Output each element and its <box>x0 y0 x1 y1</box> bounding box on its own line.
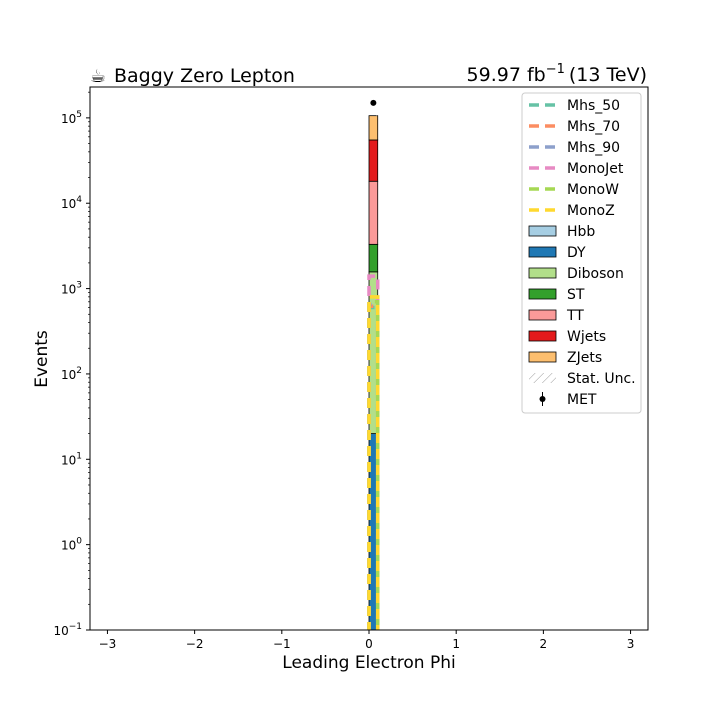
legend-label: MonoJet <box>567 161 624 177</box>
legend-label: TT <box>566 308 584 324</box>
x-tick-label: 3 <box>627 637 635 651</box>
legend-label: ZJets <box>567 350 602 366</box>
x-tick-label: −2 <box>186 637 204 651</box>
legend-item-stat-unc: Stat. Unc. <box>529 371 636 387</box>
bar-tt <box>368 180 379 245</box>
y-tick-label: 101 <box>61 451 82 467</box>
legend-swatch <box>529 373 556 383</box>
legend-swatch <box>539 396 546 402</box>
x-axis: −3 −2 −1 0 1 2 3 <box>99 630 635 651</box>
lumi-label: 59.97 fb−1 (13 TeV) <box>467 62 647 86</box>
legend-swatch <box>528 267 557 279</box>
x-tick-label: 2 <box>540 637 548 651</box>
legend-item-mhs-90: Mhs_90 <box>529 140 620 156</box>
legend-label: Mhs_70 <box>567 119 620 135</box>
legend-item-wjets: Wjets <box>528 329 606 345</box>
lumi-unit: fb <box>527 64 546 86</box>
bar-wjets <box>368 139 379 182</box>
y-axis: 10−1 100 101 102 103 104 105 <box>53 91 90 638</box>
legend-item-mhs-50: Mhs_50 <box>529 98 620 114</box>
y-axis-label: Events <box>32 330 52 388</box>
legend-item-met: MET <box>539 392 597 408</box>
x-tick-label: −3 <box>99 637 117 651</box>
legend-swatch <box>528 330 557 342</box>
signal-monoz <box>367 295 380 630</box>
x-tick-label: 1 <box>452 637 460 651</box>
legend-item-monow: MonoW <box>529 182 619 198</box>
legend: Mhs_50 Mhs_70 Mhs_90 MonoJet MonoW MonoZ Hbb DY… <box>521 92 642 414</box>
y-tick-label: 104 <box>61 195 82 211</box>
x-tick-label: −1 <box>273 637 291 651</box>
logo-icon: ☕ <box>90 66 106 87</box>
legend-swatch <box>528 246 557 258</box>
legend-label: ST <box>567 287 585 303</box>
legend-label: DY <box>567 245 586 261</box>
lumi-exponent: −1 <box>546 62 565 77</box>
legend-label: MET <box>567 392 597 408</box>
legend-label: Stat. Unc. <box>567 371 636 387</box>
stat-unc-band <box>369 115 378 117</box>
legend-label: MonoW <box>567 182 619 198</box>
legend-item-mhs-70: Mhs_70 <box>529 119 620 135</box>
legend-item-monojet: MonoJet <box>529 161 624 177</box>
energy-label: (13 TeV) <box>569 64 647 86</box>
legend-item-hbb: Hbb <box>528 224 595 240</box>
y-tick-label: 102 <box>61 366 82 382</box>
x-tick-label: 0 <box>365 637 373 651</box>
x-axis-label: Leading Electron Phi <box>282 653 455 673</box>
legend-item-dy: DY <box>528 245 586 261</box>
legend-item-tt: TT <box>528 308 584 324</box>
legend-item-st: ST <box>528 287 585 303</box>
data-point-met <box>370 99 377 106</box>
legend-label: Wjets <box>567 329 606 345</box>
legend-label: Mhs_90 <box>567 140 620 156</box>
y-tick-label: 103 <box>61 281 82 297</box>
legend-label: Mhs_50 <box>567 98 620 114</box>
signal-lines <box>367 274 380 630</box>
legend-item-zjets: ZJets <box>528 350 602 366</box>
legend-label: Diboson <box>567 266 624 282</box>
legend-swatch <box>528 351 557 363</box>
legend-item-monoz: MonoZ <box>529 203 615 219</box>
y-tick-label: 105 <box>61 110 82 126</box>
legend-swatch <box>528 288 557 300</box>
legend-swatch <box>528 309 557 321</box>
lumi-value: 59.97 <box>467 64 521 86</box>
bar-zjets <box>368 115 379 141</box>
bar-st <box>368 243 379 273</box>
legend-label: Hbb <box>567 224 595 240</box>
chart-title: Baggy Zero Lepton <box>114 65 295 87</box>
legend-item-diboson: Diboson <box>528 266 624 282</box>
data-points <box>370 99 377 106</box>
legend-swatch <box>528 225 557 237</box>
legend-label: MonoZ <box>567 203 615 219</box>
y-tick-label: 100 <box>61 537 82 553</box>
y-tick-label: 10−1 <box>53 622 82 638</box>
